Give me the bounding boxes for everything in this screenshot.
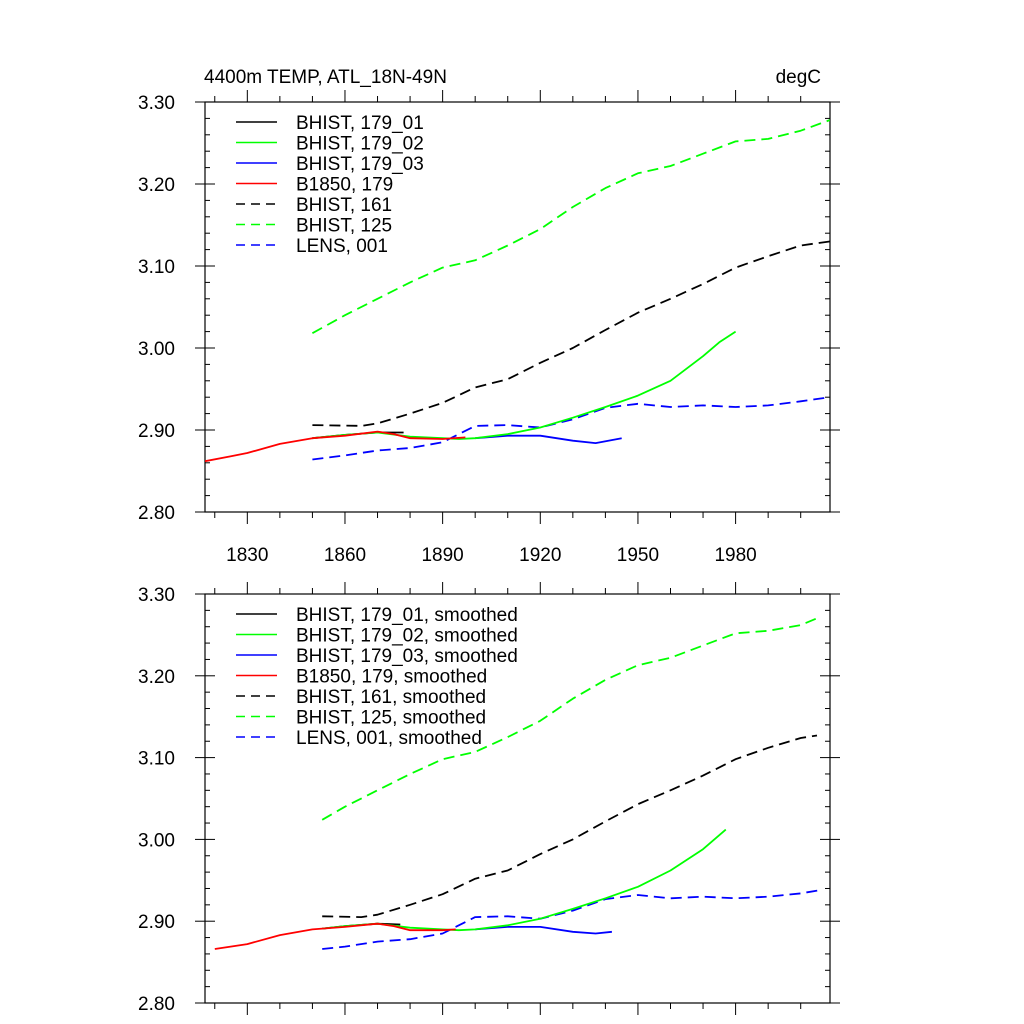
- y-tick-label: 3.10: [138, 257, 175, 278]
- y-tick-label: 3.20: [138, 175, 175, 196]
- series-line-lens-001-smoothed: [322, 889, 821, 950]
- plot-frame: [204, 593, 831, 1004]
- legend-label: BHIST, 161: [296, 195, 392, 216]
- y-tick-label: 2.90: [138, 912, 175, 933]
- series-line-bhist-179-03-smoothed: [475, 926, 612, 935]
- legend-label: BHIST, 161, smoothed: [296, 687, 486, 708]
- chart-title: 4400m TEMP, ATL_18N-49N: [204, 67, 447, 88]
- legend-label: BHIST, 125, smoothed: [296, 708, 486, 729]
- y-tick-label: 3.30: [138, 93, 175, 114]
- legend-label: BHIST, 179_03: [296, 154, 424, 175]
- legend-label: B1850, 179: [296, 175, 393, 196]
- y-tick-label: 3.00: [138, 830, 175, 851]
- series-line-bhist-179-02-smoothed: [322, 828, 727, 932]
- plot-frame: [204, 101, 831, 513]
- x-tick-label: 1830: [226, 545, 268, 566]
- legend-label: BHIST, 179_01, smoothed: [296, 605, 518, 626]
- units-label: degC: [776, 67, 821, 88]
- legend-label: LENS, 001, smoothed: [296, 728, 482, 749]
- y-tick-label: 2.80: [138, 503, 175, 524]
- x-tick-label: 1920: [519, 545, 561, 566]
- legend-label: BHIST, 179_01: [296, 113, 424, 134]
- legend-label: BHIST, 125: [296, 216, 392, 237]
- series-line-bhist-161-smoothed: [322, 734, 818, 918]
- legend-label: LENS, 001: [296, 236, 388, 257]
- y-tick-label: 3.30: [138, 585, 175, 606]
- series-line-lens-001: [312, 396, 830, 461]
- legend-label: BHIST, 179_02: [296, 134, 424, 155]
- series-line-b1850-179-smoothed: [214, 922, 456, 950]
- series-line-bhist-179-03: [475, 434, 622, 444]
- y-tick-label: 3.00: [138, 339, 175, 360]
- series-line-bhist-125: [311, 119, 830, 334]
- series-line-b1850-179: [205, 430, 466, 463]
- y-tick-label: 3.10: [138, 749, 175, 770]
- x-tick-label: 1950: [617, 545, 659, 566]
- panel-1: 2.80 2.90 3.00 3.10 3.20 3.30 1830 1860 1890 1920…: [138, 90, 840, 566]
- series-line-bhist-161: [312, 240, 830, 427]
- y-tick-label: 2.90: [138, 421, 175, 442]
- x-tick-label: 1980: [714, 545, 756, 566]
- y-tick-label: 2.80: [138, 994, 175, 1015]
- x-tick-label: 1890: [421, 545, 463, 566]
- legend-label: BHIST, 179_02, smoothed: [296, 626, 518, 647]
- legend-label: B1850, 179, smoothed: [296, 667, 487, 688]
- legend-label: BHIST, 179_03, smoothed: [296, 646, 518, 667]
- x-tick-label: 1860: [324, 545, 366, 566]
- y-tick-label: 3.20: [138, 667, 175, 688]
- panel-2: 2.80 2.90 3.00 3.10 3.20 3.30 BHIST, 179_01, s…: [138, 582, 840, 1015]
- series-line-bhist-179-02: [312, 330, 737, 440]
- series-line-bhist-125-smoothed: [321, 616, 821, 821]
